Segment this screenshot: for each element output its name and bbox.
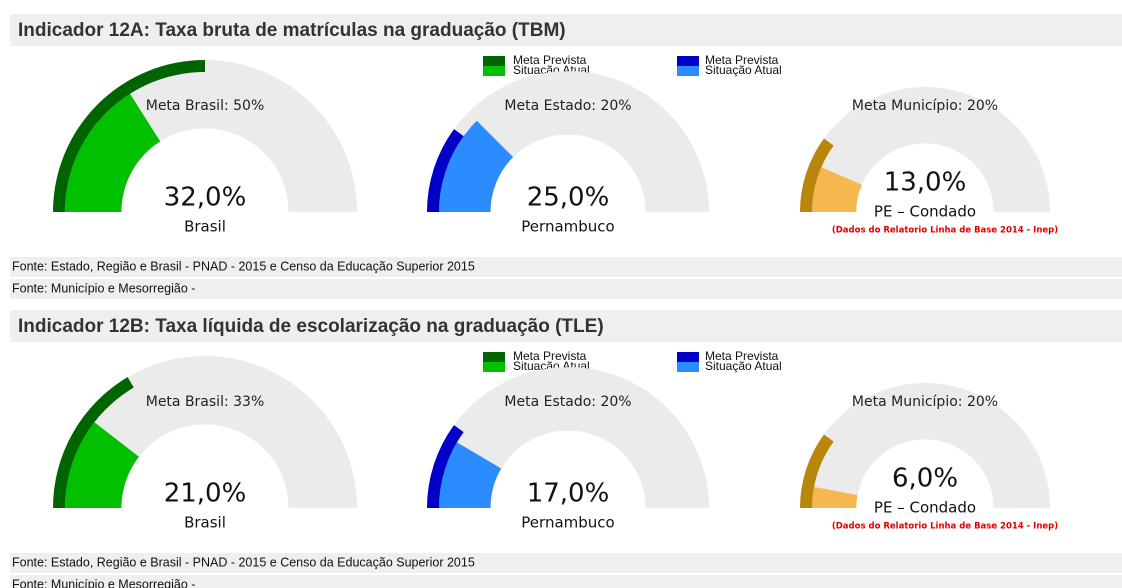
panel-title: Indicador 12A: Taxa bruta de matrículas … (18, 20, 566, 41)
panel-title: Indicador 12B: Taxa líquida de escolariz… (18, 316, 604, 337)
gauge-meta (800, 138, 834, 212)
source-bar (10, 279, 1122, 299)
gauge-title: Meta Brasil: 33% (146, 394, 265, 410)
gauge-value (439, 442, 502, 508)
gauge-track (800, 383, 1050, 508)
gauge-title: Meta Município: 20% (852, 98, 998, 114)
legend-swatch (677, 362, 699, 372)
legend-label: Meta Prevista (513, 349, 587, 363)
legend-swatch (677, 352, 699, 362)
gauge-value-label: 21,0% (164, 479, 247, 509)
gauge-meta (800, 434, 834, 508)
gauge-label: PE – Condado (874, 203, 976, 221)
source-bar (10, 257, 1122, 277)
gauge-meta (427, 129, 464, 212)
legend-swatch (677, 66, 699, 76)
legend-swatch (483, 56, 505, 66)
source-text: Fonte: Município e Mesorregião - (12, 281, 195, 295)
title-bar (10, 310, 1122, 342)
source-text: Fonte: Estado, Região e Brasil - PNAD - … (12, 259, 475, 273)
gauge-value (65, 93, 161, 212)
source-text: Fonte: Estado, Região e Brasil - PNAD - … (12, 555, 475, 569)
gauge-value-label: 32,0% (164, 183, 247, 213)
panel: Indicador 12A: Taxa bruta de matrículas … (10, 14, 1122, 299)
gauge-value-label: 13,0% (884, 168, 967, 198)
gauge-note: (Dados do Relatorio Linha de Base 2014 -… (832, 226, 1058, 236)
gauge-value (812, 167, 862, 212)
gauge-value (812, 486, 858, 508)
gauge-title: Meta Estado: 20% (504, 394, 631, 410)
source-text: Fonte: Município e Mesorregião - (12, 577, 195, 588)
legend-swatch (677, 56, 699, 66)
legend-swatch (483, 362, 505, 372)
legend-label: Meta Prevista (705, 53, 779, 67)
gauge-note: (Dados do Relatorio Linha de Base 2014 -… (832, 522, 1058, 532)
gauge-meta (53, 60, 205, 212)
gauge-value-label: 25,0% (527, 183, 610, 213)
gauge-label: Pernambuco (521, 218, 614, 236)
legend-label: Situação Atual (705, 63, 782, 77)
gauge-label: Pernambuco (521, 514, 614, 532)
gauge-label: Brasil (184, 218, 226, 236)
panel: Indicador 12B: Taxa líquida de escolariz… (10, 310, 1122, 588)
gauge-title: Meta Brasil: 50% (146, 98, 265, 114)
legend-label: Meta Prevista (513, 53, 587, 67)
source-bar (10, 553, 1122, 573)
legend-swatch (483, 352, 505, 362)
gauge-value-label: 17,0% (527, 479, 610, 509)
legend-swatch (483, 66, 505, 76)
title-bar (10, 14, 1122, 46)
gauge-label: Brasil (184, 514, 226, 532)
gauge-title: Meta Estado: 20% (504, 98, 631, 114)
gauge-value (65, 422, 139, 508)
gauge-meta (53, 377, 134, 508)
legend-label: Situação Atual (705, 359, 782, 373)
gauge-title: Meta Município: 20% (852, 394, 998, 410)
gauge-label: PE – Condado (874, 499, 976, 517)
gauge-value-label: 6,0% (892, 464, 958, 494)
gauge-meta (427, 425, 464, 508)
gauge-value (439, 120, 514, 212)
legend-label: Meta Prevista (705, 349, 779, 363)
source-bar (10, 575, 1122, 588)
gauge-track (800, 87, 1050, 212)
